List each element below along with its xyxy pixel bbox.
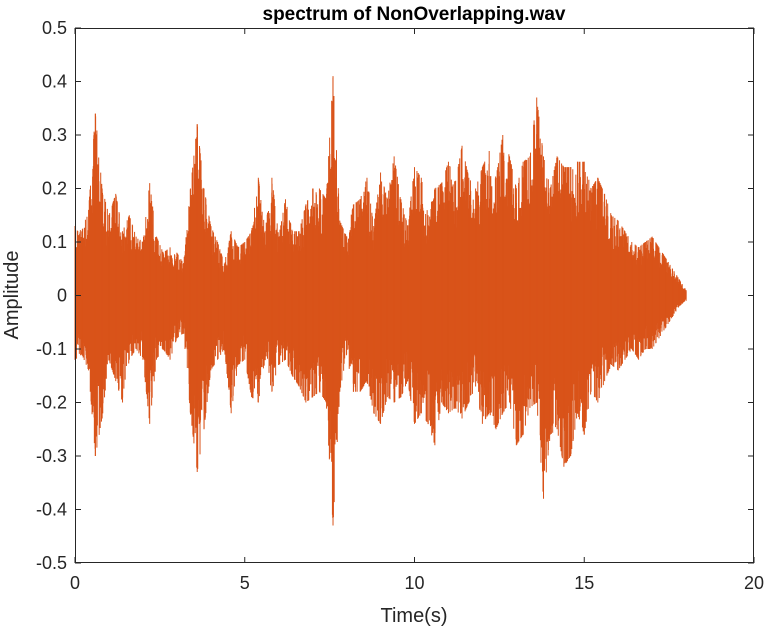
x-tick-label: 10: [404, 573, 424, 593]
y-tick-label: -0.3: [36, 446, 67, 466]
x-tick-label: 15: [574, 573, 594, 593]
y-tick-label: -0.5: [36, 553, 67, 573]
y-tick-label: -0.4: [36, 500, 67, 520]
y-tick-label: -0.2: [36, 393, 67, 413]
x-tick-label: 0: [70, 573, 80, 593]
x-tick-label: 20: [744, 573, 764, 593]
chart-title: spectrum of NonOverlapping.wav: [263, 4, 566, 25]
series-layer: [74, 76, 687, 526]
y-tick-label: 0.4: [42, 72, 67, 92]
x-axis-label: Time(s): [380, 605, 447, 627]
y-tick-label: 0.5: [42, 18, 67, 38]
y-tick-label: 0.3: [42, 125, 67, 145]
y-tick-label: -0.1: [36, 339, 67, 359]
y-axis-label: Amplitude: [1, 251, 23, 340]
tick-layer: 0 5 10 15 20 0.5 0.4 0.3 0.2 0.1 0 -0.1 -0.2 -0.3 -0.4…: [36, 18, 764, 593]
x-tick-label: 5: [240, 573, 250, 593]
y-tick-label: 0.1: [42, 232, 67, 252]
y-tick-label: 0.2: [42, 179, 67, 199]
y-tick-label: 0: [57, 286, 67, 306]
